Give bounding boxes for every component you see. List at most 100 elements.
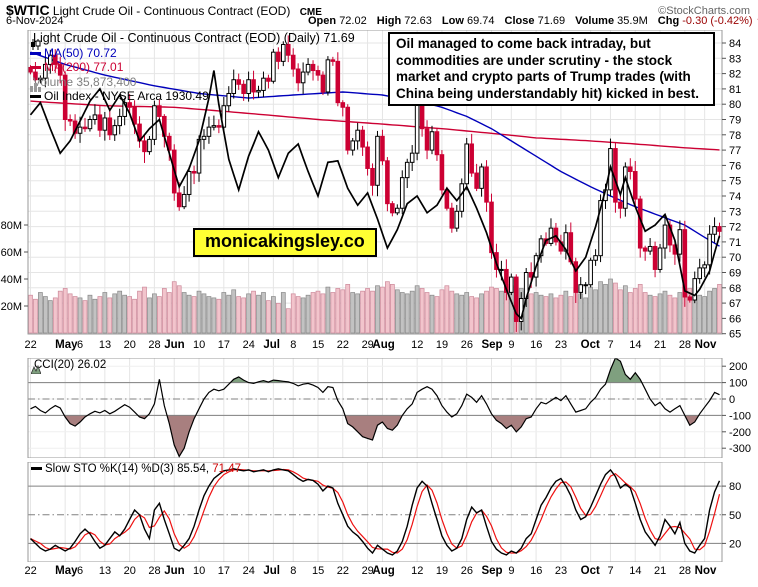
x-axis-label: 26: [460, 339, 473, 351]
cci-indicator-chart: 200 100 0 -100 -200 -300: [27, 358, 751, 458]
x-axis-label: 9: [508, 565, 515, 577]
x-axis-label: 19: [435, 339, 449, 351]
x-axis-label: 8: [290, 565, 297, 577]
svg-text:66: 66: [729, 313, 741, 325]
x-axis-label: 12: [411, 565, 424, 577]
x-axis-label: Aug: [372, 565, 395, 577]
svg-text:67: 67: [729, 298, 741, 310]
svg-text:75: 75: [729, 176, 741, 188]
x-axis-label: 28: [148, 339, 161, 351]
svg-text:20: 20: [729, 538, 741, 550]
annotation-box: Oil managed to come back intraday, but c…: [388, 32, 715, 106]
low-label: Low: [441, 15, 464, 27]
high-value: 72.63: [404, 15, 432, 27]
x-axis-label: 24: [242, 339, 255, 351]
svg-text:68: 68: [729, 283, 741, 295]
x-axis-label: 23: [554, 565, 568, 577]
svg-text:72: 72: [729, 222, 741, 234]
svg-text:73: 73: [729, 206, 741, 218]
svg-text:60M: 60M: [1, 247, 22, 259]
svg-text:82: 82: [729, 69, 741, 81]
x-axis-label: Sep: [481, 339, 503, 351]
x-axis-label: 14: [629, 565, 642, 577]
svg-text:83: 83: [729, 53, 741, 65]
x-axis-label: 22: [336, 565, 350, 577]
x-axis-label: May: [55, 339, 78, 351]
x-axis-label: 10: [193, 339, 206, 351]
x-axis-label: 15: [311, 339, 325, 351]
x-axis-label: 20: [123, 565, 136, 577]
x-axis-label: Oct: [580, 339, 600, 351]
x-axis-label: 21: [654, 339, 667, 351]
x-axis-label: 23: [554, 339, 568, 351]
svg-text:74: 74: [729, 191, 741, 203]
svg-text:80M: 80M: [1, 220, 22, 232]
x-axis-label: 19: [435, 565, 449, 577]
x-axis-label: 12: [411, 339, 424, 351]
x-axis-label: 8: [290, 339, 297, 351]
x-axis-label: 9: [508, 339, 515, 351]
slow-sto-indicator-chart: 80 50 20: [27, 462, 741, 562]
open-label: Open: [308, 15, 337, 27]
x-axis-label: 22: [336, 339, 350, 351]
x-axis-label: 16: [530, 339, 543, 351]
svg-text:78: 78: [729, 130, 741, 142]
x-axis-label: Jun: [164, 339, 185, 351]
x-axis-label: 6: [77, 565, 84, 577]
x-axis-label: Nov: [694, 339, 717, 351]
watermark-badge: monicakingsley.co: [193, 228, 377, 257]
volume-label: Volume: [575, 15, 615, 27]
x-axis-label: 24: [242, 565, 255, 577]
svg-text:100: 100: [729, 378, 747, 390]
x-axis-label: Oct: [580, 565, 600, 577]
x-axis-label: Jul: [263, 565, 280, 577]
chart-header: $WTIC Light Crude Oil - Continuous Contr…: [6, 2, 754, 18]
svg-text:79: 79: [729, 115, 741, 127]
svg-text:76: 76: [729, 160, 741, 172]
svg-text:69: 69: [729, 268, 741, 280]
chg-value: -0.30 (-0.42%): [682, 15, 753, 27]
svg-text:-200: -200: [729, 427, 751, 439]
instrument-title: Light Crude Oil - Continuous Contract (E…: [52, 4, 291, 18]
close-label: Close: [504, 15, 535, 27]
svg-text:71: 71: [729, 237, 741, 249]
close-value: 71.69: [537, 15, 566, 27]
x-axis-label: 6: [77, 339, 84, 351]
x-axis-label: Aug: [372, 339, 395, 351]
x-axis-label: 20: [123, 339, 136, 351]
x-axis-label: 7: [607, 565, 614, 577]
x-axis-label: 16: [530, 565, 543, 577]
svg-text:80: 80: [729, 481, 741, 493]
x-axis-label: 21: [654, 565, 667, 577]
x-axis-label: 7: [607, 339, 614, 351]
exchange-label: CME: [299, 7, 322, 18]
low-value: 69.74: [466, 15, 495, 27]
x-axis-label: 22: [24, 339, 37, 351]
x-axis-label: 15: [311, 565, 325, 577]
high-label: High: [376, 15, 402, 27]
stockcharts-credit: ©StockCharts.com: [658, 5, 750, 17]
svg-text:80: 80: [729, 99, 741, 111]
symbol: $WTIC: [6, 2, 50, 18]
svg-text:81: 81: [729, 84, 741, 96]
x-axis-label: Jun: [164, 565, 185, 577]
chg-label: Chg: [657, 15, 680, 27]
svg-text:84: 84: [729, 38, 741, 50]
svg-text:200: 200: [729, 361, 747, 373]
x-axis-label: May: [55, 565, 78, 577]
x-axis-label: Jul: [263, 339, 280, 351]
x-axis-label: 28: [148, 565, 161, 577]
quote-row: 6-Nov-2024 Open 72.02 High 72.63 Low 69.…: [6, 15, 758, 28]
x-axis-label: 14: [629, 339, 642, 351]
x-axis-label: 13: [98, 339, 112, 351]
svg-text:70: 70: [729, 252, 741, 264]
main-price-chart: 84 83 82 81 80 79 78 77 76 75 74 73 72 71 70 69 68 67 66 65…: [1, 30, 741, 338]
x-axis-label: Sep: [481, 565, 503, 577]
x-axis-label: 29: [361, 565, 374, 577]
x-axis-labels-bottom: 22 May 6 13 20 28 Jun 10 17 24 Jul 8 15 22 29 Aug 12 19 26…: [0, 562, 758, 584]
svg-text:20M: 20M: [1, 301, 22, 313]
x-axis-labels-main: 22 May 6 13 20 28 Jun 10 17 24 Jul 8 15 22 29 Aug 12 19 26…: [0, 336, 758, 358]
x-axis-label: 29: [361, 339, 374, 351]
svg-text:0: 0: [729, 394, 735, 406]
